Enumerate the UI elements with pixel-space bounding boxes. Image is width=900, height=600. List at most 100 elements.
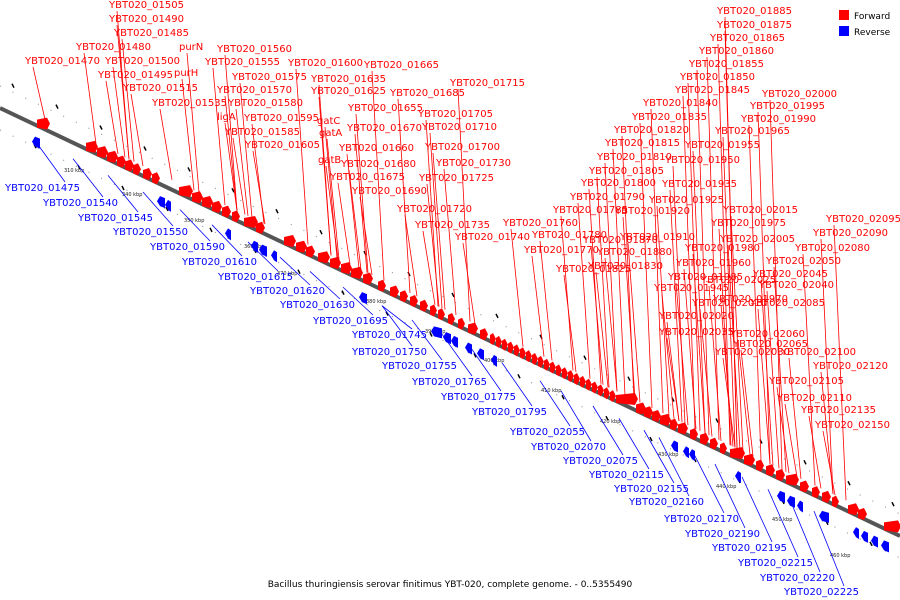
forward-gene-label: YBT020_01505: [108, 0, 184, 11]
reverse-gene-label: YBT020_02170: [663, 514, 739, 525]
reverse-gene-arrow: [225, 228, 231, 241]
leader-lines-layer: [32, 10, 847, 587]
forward-leader-line: [462, 242, 476, 324]
scale-tick-mark: [869, 541, 873, 547]
forward-leader-line: [740, 349, 754, 457]
forward-gene-arrow: [556, 364, 562, 377]
forward-gene-label: YBT020_01955: [684, 140, 760, 151]
reverse-gene-label: YBT020_02215: [737, 558, 813, 569]
scale-tick-mark: [495, 313, 499, 319]
forward-gene-arrow: [256, 221, 265, 234]
reverse-gene-label: YBT020_01545: [77, 213, 153, 224]
reverse-gene-arrow: [157, 196, 165, 209]
scale-tick-label: 380 kbp: [366, 299, 386, 305]
forward-gene-label: YBT020_02065: [732, 339, 808, 350]
forward-gene-label: YBT020_02105: [768, 376, 844, 387]
reverse-gene-label: YBT020_01630: [279, 300, 355, 311]
reverse-gene-arrow: [853, 527, 859, 540]
scale-tick-mark: [429, 332, 433, 337]
forward-gene-label: YBT020_01985: [667, 272, 743, 283]
forward-gene-label: YBT020_02040: [758, 280, 834, 291]
scale-tick-mark: [891, 501, 895, 507]
reverse-gene-arrow: [443, 332, 451, 345]
forward-leader-line: [404, 214, 418, 297]
scale-tick-mark: [473, 353, 477, 358]
forward-gene-label: YBT020_01835: [631, 112, 707, 123]
reverse-leader-line: [741, 476, 773, 543]
forward-gene-label: YBT020_01810: [596, 152, 672, 163]
forward-gene-label: YBT020_01500: [104, 56, 180, 67]
forward-leader-line: [325, 165, 339, 259]
forward-gene-label: YBT020_02015: [722, 205, 798, 216]
forward-leader-line: [348, 169, 362, 270]
forward-leader-line: [833, 224, 847, 501]
scale-tick-mark: [341, 290, 345, 295]
forward-gene-arrow: [496, 335, 502, 348]
forward-gene-arrow: [458, 317, 465, 330]
forward-gene-arrow: [97, 146, 108, 159]
forward-gene-label: YBT020_01470: [24, 56, 100, 67]
scale-tick-mark: [187, 167, 191, 172]
forward-gene-arrow: [636, 402, 646, 415]
reverse-gene-arrow: [871, 535, 878, 548]
forward-gene-arrow: [430, 304, 437, 317]
reverse-gene-label: YBT020_02220: [759, 573, 835, 584]
forward-gene-arrow: [37, 117, 50, 130]
forward-gene-label: YBT020_01990: [740, 114, 816, 125]
forward-gene-arrow: [690, 428, 698, 441]
forward-leader-line: [692, 150, 706, 434]
forward-gene-label: YBT020_02085: [749, 298, 825, 309]
reverse-gene-arrow: [359, 292, 367, 305]
forward-leader-line: [326, 138, 340, 260]
forward-gene-label: YBT020_01845: [674, 85, 750, 96]
forward-gene-arrow: [678, 422, 688, 435]
forward-gene-arrow: [284, 235, 296, 248]
reverse-legend-swatch: [839, 26, 849, 36]
reverse-gene-label: YBT020_01610: [181, 257, 257, 268]
reverse-gene-label: YBT020_02155: [613, 484, 689, 495]
forward-leader-line: [426, 183, 440, 307]
reverse-gene-label: YBT020_02160: [628, 497, 704, 508]
forward-leader-line: [181, 78, 195, 191]
forward-legend-swatch: [839, 10, 849, 20]
forward-gene-arrow: [544, 358, 550, 371]
forward-gene-label: YBT020_01935: [661, 179, 737, 190]
forward-leader-line: [159, 108, 173, 180]
forward-gene-label: YBT020_01815: [604, 138, 680, 149]
forward-leader-line: [666, 337, 680, 421]
forward-gene-label: YBT020_01805: [588, 166, 664, 177]
forward-gene-label: YBT020_02150: [814, 420, 890, 431]
reverse-leader-line: [813, 510, 845, 587]
forward-leader-line: [595, 271, 609, 388]
forward-leader-line: [612, 148, 626, 396]
forward-gene-arrow: [670, 418, 678, 431]
forward-gene-arrow: [306, 245, 315, 258]
forward-gene-label: YBT020_01820: [613, 125, 689, 136]
scale-tick-mark: [451, 292, 455, 298]
forward-leader-line: [699, 308, 713, 437]
forward-leader-line: [422, 230, 436, 305]
scale-tick-label: 450 kbp: [772, 517, 792, 523]
forward-gene-label: YBT020_01780: [531, 230, 607, 241]
forward-leader-line: [669, 189, 683, 423]
forward-leader-line: [224, 122, 238, 211]
forward-gene-arrow: [532, 352, 538, 365]
forward-leader-line: [776, 386, 790, 474]
forward-gene-arrow: [776, 469, 785, 482]
forward-gene-label: YBT020_02095: [825, 214, 900, 225]
forward-gene-label: YBT020_01790: [569, 192, 645, 203]
scale-tick-mark: [165, 206, 169, 212]
forward-gene-arrow: [586, 378, 592, 391]
forward-leader-line: [820, 238, 834, 495]
forward-gene-label: YBT020_02005: [719, 234, 795, 245]
forward-leader-line: [682, 95, 696, 429]
reverse-gene-arrow: [431, 326, 442, 339]
forward-leader-line: [32, 66, 46, 120]
forward-gene-label: YBT020_01555: [204, 57, 280, 68]
reverse-gene-label: YBT020_02115: [588, 470, 664, 481]
forward-gene-arrow: [720, 442, 727, 455]
reverse-gene-arrow: [777, 490, 785, 503]
forward-gene-label: YBT020_01655: [347, 103, 423, 114]
forward-leader-line: [130, 93, 144, 167]
scale-tick-mark: [143, 146, 147, 151]
